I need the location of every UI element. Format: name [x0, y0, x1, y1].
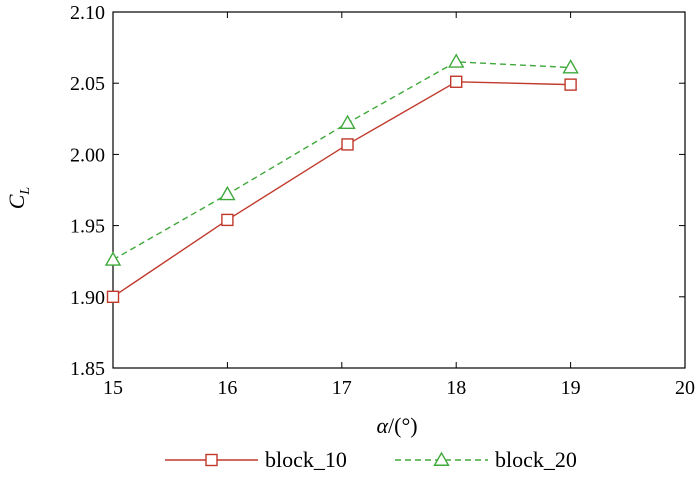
x-tick-label: 15 [103, 377, 123, 399]
data-point-block_20 [104, 251, 122, 266]
data-point-block_20 [219, 185, 236, 201]
series-line-block_20 [112, 61, 571, 261]
x-tick-label: 18 [446, 377, 466, 399]
data-point-block_10 [106, 290, 120, 303]
data-point-block_10 [564, 78, 577, 91]
x-axis-title-unit: /(°) [388, 413, 418, 438]
y-tick-label: 2.00 [70, 144, 105, 166]
legend-label: block_20 [495, 447, 577, 472]
data-point-block_10 [341, 138, 354, 151]
y-tick-label: 1.95 [70, 216, 105, 238]
data-point-block_20 [339, 114, 356, 130]
y-axis-title: CL [4, 187, 33, 210]
legend: block_10 block_20 [165, 447, 577, 472]
data-point-block_20 [447, 53, 465, 68]
y-tick-label: 1.85 [70, 358, 105, 380]
y-axis-title-sub: L [18, 187, 33, 196]
x-tick-label: 16 [217, 377, 237, 399]
x-axis-title-main: α [376, 413, 388, 438]
series-line-block_10 [112, 81, 571, 298]
data-point-block_10 [221, 213, 234, 227]
y-tick-label: 1.90 [70, 287, 105, 309]
y-axis-title-main: C [4, 194, 29, 209]
x-tick-label: 19 [561, 377, 581, 399]
axis-labels: CL α/(°) [4, 187, 418, 438]
x-tick-label: 17 [332, 377, 352, 399]
y-tick-label: 2.05 [70, 73, 105, 95]
legend-marker-block_10 [205, 453, 218, 467]
series-layer [104, 53, 579, 303]
legend-marker-block_20 [433, 451, 450, 466]
legend-label: block_10 [265, 447, 347, 472]
data-point-block_20 [562, 59, 579, 74]
data-point-block_10 [450, 75, 463, 88]
y-tick-label: 2.10 [70, 2, 105, 24]
x-tick-label: 20 [675, 377, 695, 399]
x-axis-title: α/(°) [376, 413, 417, 438]
plot-frame [112, 11, 686, 369]
axes: 15 16 17 18 19 20 1.85 1.90 1.95 2.00 2.05 2.10 [70, 2, 695, 399]
